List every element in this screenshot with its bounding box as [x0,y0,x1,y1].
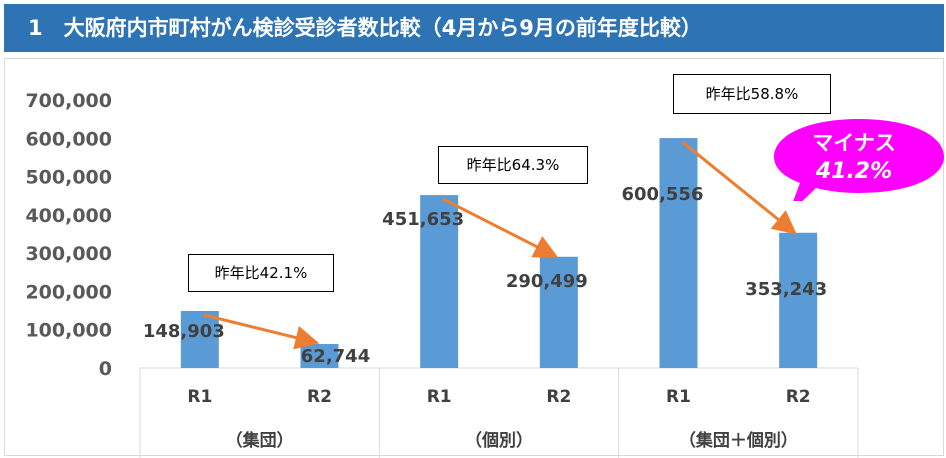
ratio-label-box: 昨年比58.8% [673,74,831,114]
trend-arrow [203,313,320,350]
data-label: 148,903 [143,321,225,342]
group-label: （集団＋個別） [679,430,798,451]
group-label: （個別） [465,430,533,451]
y-tick-label: 0 [99,358,112,380]
y-tick-label: 700,000 [25,90,112,112]
data-label: 600,556 [622,184,704,205]
category-label: R2 [307,387,332,407]
y-tick-label: 500,000 [25,167,112,189]
header-banner: 1 大阪府内市町村がん検診受診者数比較（4月から9月の前年度比較） [4,4,944,52]
y-tick-label: 200,000 [25,281,112,303]
bar [539,256,578,368]
callout-line1: マイナス [812,131,896,155]
bar [420,195,459,368]
data-label: 290,499 [506,271,588,292]
data-label: 451,653 [382,209,464,230]
y-tick-label: 400,000 [25,205,112,227]
ratio-label-box: 昨年比64.3% [438,146,588,184]
category-label: R1 [427,387,452,407]
category-label: R1 [666,387,691,407]
bar [180,310,219,368]
group-label: （集団） [226,430,294,451]
y-tick-label: 300,000 [25,243,112,265]
category-label: R2 [546,387,571,407]
trend-arrow [681,140,797,235]
data-label: 353,243 [745,279,827,300]
data-label: 62,744 [301,346,370,367]
callout-line2: 41.2% [815,159,893,184]
ratio-label-box: 昨年比42.1% [188,254,334,292]
trend-arrow [442,197,559,258]
category-label: R1 [187,387,212,407]
bar [779,232,818,368]
minus-callout: マイナス 41.2% [770,115,946,201]
y-tick-label: 600,000 [25,128,112,150]
category-label: R2 [786,387,811,407]
y-tick-label: 100,000 [25,320,112,342]
page-title: 1 大阪府内市町村がん検診受診者数比較（4月から9月の前年度比較） [28,16,702,40]
bar [659,138,698,368]
